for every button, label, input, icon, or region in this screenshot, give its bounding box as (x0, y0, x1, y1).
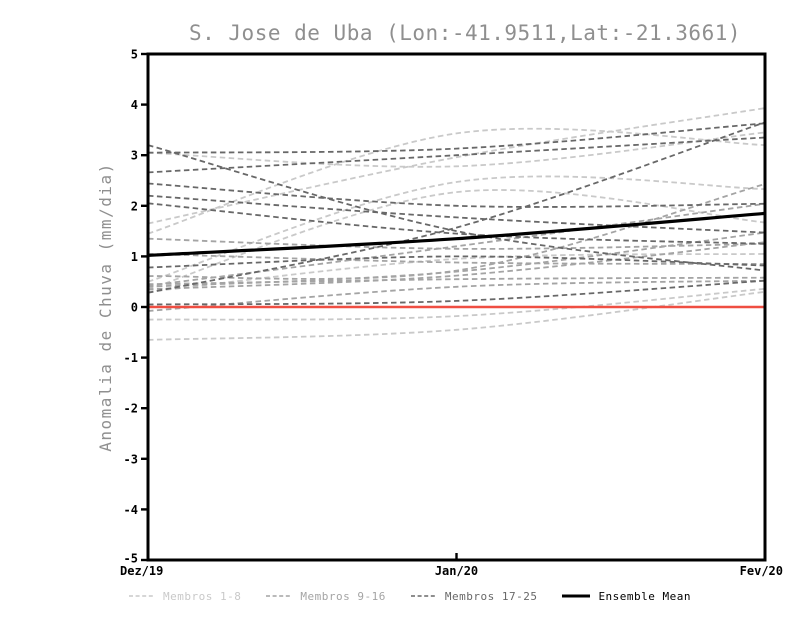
legend-label: Membros 1-8 (163, 589, 242, 603)
legend-item-membros-9-16: Membros 9-16 (265, 590, 385, 603)
legend-item-membros-1-8: Membros 1-8 (128, 590, 241, 603)
y-axis-label: Anomalia de Chuva (mm/dia) (96, 162, 115, 451)
member-line (147, 183, 766, 280)
y-tick-label: -4 (124, 503, 138, 517)
y-tick-label: 4 (131, 98, 138, 112)
member-line (147, 121, 766, 294)
legend-label: Ensemble Mean (598, 589, 692, 603)
legend-line-sample-dark (410, 595, 437, 597)
member-line (147, 127, 766, 235)
y-tick-label: 2 (131, 199, 138, 213)
legend: Membros 1-8 Membros 9-16 Membros 17-25 E… (128, 587, 691, 605)
member-line (147, 279, 766, 306)
member-line (147, 136, 766, 174)
member-line (147, 182, 766, 208)
member-line (147, 237, 766, 250)
member-line (147, 276, 766, 286)
member-line (147, 107, 766, 225)
member-line (147, 144, 766, 272)
x-tick-label: Fev/20 (740, 564, 783, 578)
legend-label: Membros 9-16 (300, 589, 386, 603)
member-line (147, 253, 766, 265)
legend-line-sample-mean (562, 594, 591, 598)
y-tick-label: 1 (131, 250, 138, 264)
x-tick-label: Dez/19 (120, 564, 163, 578)
ensemble-member-lines (147, 107, 766, 341)
x-tick-label: Jan/20 (435, 564, 478, 578)
y-tick-label: 3 (131, 149, 138, 163)
y-tick-label: -1 (124, 351, 138, 365)
member-line (147, 202, 766, 245)
member-line (147, 290, 766, 341)
y-tick-label: -5 (124, 552, 138, 566)
member-line (147, 189, 766, 291)
member-line (147, 241, 766, 291)
y-tick-label: 5 (131, 48, 138, 62)
y-tick-label: -2 (124, 402, 138, 416)
legend-line-sample-light (129, 595, 155, 597)
legend-item-membros-17-25: Membros 17-25 (410, 590, 538, 603)
chart-title: S. Jose de Uba (Lon:-41.9511,Lat:-21.366… (189, 21, 741, 45)
legend-line-sample-medium (266, 595, 293, 597)
mean-line (147, 211, 766, 257)
y-tick-label: 0 (131, 301, 138, 315)
legend-item-ensemble-mean: Ensemble Mean (561, 590, 691, 603)
member-line (147, 175, 766, 283)
member-line (147, 122, 766, 154)
member-line (147, 202, 766, 287)
legend-label: Membros 17-25 (444, 589, 538, 603)
member-line (147, 287, 766, 321)
member-line (147, 194, 766, 234)
member-line (147, 255, 766, 269)
y-tick-label: -3 (124, 452, 138, 466)
ensemble-mean-line (147, 211, 766, 257)
